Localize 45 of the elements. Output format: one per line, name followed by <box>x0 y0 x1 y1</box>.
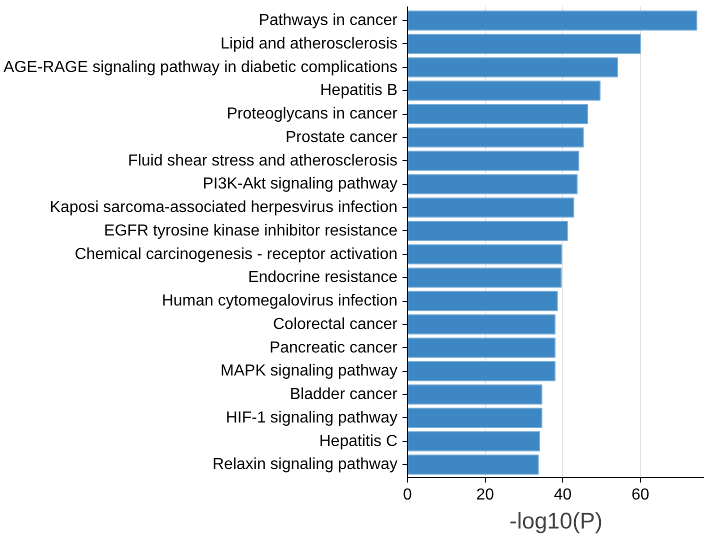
x-tick-label: 60 <box>632 486 650 504</box>
y-tick-label: PI3K-Akt signaling pathway <box>202 176 398 193</box>
bar <box>408 314 556 334</box>
bar <box>408 150 580 171</box>
y-tick-label: HIF-1 signaling pathway <box>226 409 398 426</box>
bar <box>408 220 568 241</box>
bar <box>408 244 562 264</box>
y-tick-label: Human cytomegalovirus infection <box>162 292 398 310</box>
y-tick-label: Relaxin signaling pathway <box>212 456 398 474</box>
y-tick-label: EGFR tyrosine kinase inhibitor resistance <box>104 222 398 240</box>
bar <box>408 104 588 124</box>
x-tick-label: 0 <box>403 486 412 504</box>
y-tick-label: Chemical carcinogenesis - receptor activation <box>74 246 398 263</box>
y-tick-label: MAPK signaling pathway <box>220 362 398 380</box>
bar <box>408 268 562 288</box>
x-tick-label: 20 <box>476 486 494 504</box>
y-tick-label: Pathways in cancer <box>258 12 398 30</box>
y-tick-label: AGE-RAGE signaling pathway in diabetic complications <box>4 58 398 76</box>
bar <box>408 80 601 101</box>
x-tick-label: 40 <box>554 486 572 504</box>
bar <box>408 127 584 148</box>
y-tick-label: Colorectal cancer <box>273 316 398 333</box>
y-tick-label: Endocrine resistance <box>248 269 398 286</box>
bar <box>408 290 558 312</box>
y-tick-label: Fluid shear stress and atherosclerosis <box>128 152 398 170</box>
bar <box>408 384 542 405</box>
x-axis-title: -log10(P) <box>509 508 603 534</box>
bar <box>408 34 641 54</box>
bar <box>408 408 542 428</box>
bar <box>408 197 574 218</box>
bar <box>408 361 556 382</box>
y-tick-label: Hepatitis C <box>319 432 398 450</box>
bar <box>408 338 556 358</box>
y-tick-label: Pancreatic cancer <box>269 339 398 356</box>
bar <box>408 174 578 194</box>
bar <box>408 431 540 452</box>
y-tick-label: Lipid and atherosclerosis <box>220 35 398 52</box>
y-tick-label: Kaposi sarcoma-associated herpesvirus infection <box>50 199 398 216</box>
bar <box>408 10 698 31</box>
bar <box>408 454 539 475</box>
bar <box>408 57 618 78</box>
y-tick-label: Prostate cancer <box>285 128 398 146</box>
y-tick-label: Proteoglycans in cancer <box>226 106 398 123</box>
y-tick-label: Bladder cancer <box>290 386 398 404</box>
y-tick-label: Hepatitis B <box>320 82 398 100</box>
